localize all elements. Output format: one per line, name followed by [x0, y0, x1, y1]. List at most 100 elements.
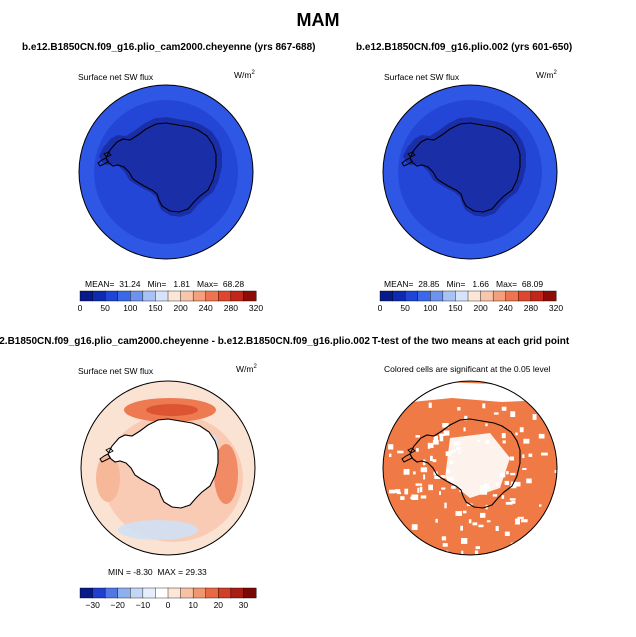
panel-2-colorbar-tick-2: 100	[423, 303, 437, 313]
panel-4-nonsig-cell	[404, 488, 409, 495]
panel-3-west-band	[96, 454, 120, 502]
panel-2-mean: 28.85	[418, 279, 440, 289]
panel-3-colorbar-swatch-4	[130, 587, 144, 599]
panel-3-peninsula-outline	[99, 453, 111, 463]
panel-3-colorbar-swatch-11	[218, 587, 232, 599]
panel-4-nonsig-cell	[472, 522, 478, 526]
panel-1-colorbar-ticklabels: 0 50 100 150 200 240 280 320	[78, 303, 264, 313]
panel-4-nonsig-cell	[502, 440, 506, 444]
panel-4-nonsig-cell	[457, 407, 461, 411]
panel-3-max: 29.33	[185, 567, 207, 577]
panel-1-colorbar-swatch-10	[205, 290, 219, 302]
panel-2-title: b.e12.B1850CN.f09_g16.plio.002 (yrs 601-…	[356, 42, 573, 53]
panel-4-nonsig-cell	[413, 471, 416, 475]
panel-2-colorbar-tick-3: 150	[448, 303, 462, 313]
panel-4-nonsig-cell	[538, 433, 545, 439]
panel-2-mean-label: MEAN=	[384, 279, 414, 289]
panel-3-colorbar-swatch-0	[79, 587, 94, 599]
panel-3-neg-patch	[118, 520, 198, 540]
panel-2-coastline	[401, 122, 521, 213]
panel-3-coastline	[99, 418, 219, 509]
panel-2-colorbar-tick-1: 50	[400, 303, 410, 313]
panel-3-colorbar-swatch-2	[104, 587, 119, 599]
panel-1-colorbar-swatch-9	[192, 290, 207, 302]
panel-1-mean-label: MEAN=	[85, 279, 115, 289]
panel-3-min-label: MIN =	[108, 567, 131, 577]
panel-3-units-sup: 2	[253, 364, 257, 371]
panel-4-nonsig-cell	[474, 550, 479, 555]
panel-4-nonsig-cell	[461, 550, 464, 555]
panel-4-nonsig-cell	[515, 481, 521, 487]
panel-4-nonsig-cell	[532, 414, 537, 420]
panel-4-nonsig-cell	[416, 448, 419, 452]
panel-3-stats: MIN = -8.30 MAX = 29.33	[108, 567, 207, 577]
panel-4-nonsig-cell	[423, 474, 426, 480]
panel-4-nonsig-cell	[464, 415, 468, 421]
panel-1-max-label: Max=	[197, 279, 219, 289]
panel-4-nonsig-cell	[442, 543, 448, 547]
panel-4-nonsig-cell	[389, 489, 396, 494]
panel-4-nonsig-cell	[528, 453, 533, 457]
panel-4-nonsig-cell	[510, 411, 516, 417]
page-title: MAM	[296, 10, 340, 30]
panel-4-nonsig-cell	[396, 491, 401, 495]
panel-3-colorbar-tick-6: 30	[239, 600, 249, 610]
panel-4-nonsig-cell	[440, 475, 445, 479]
panel-1-peninsula-outline	[97, 157, 109, 167]
panel-1-max: 68.28	[222, 279, 245, 289]
panel-4-boundary-circle	[382, 380, 558, 556]
panel-4-nonsig-cell	[510, 472, 516, 476]
panel-4-nonsig-cell	[435, 518, 438, 523]
panel-1-map	[78, 84, 254, 260]
panel-3-colorbar-swatch-1	[92, 587, 106, 599]
panel-3-colorbar-tick-2: −10	[136, 600, 151, 610]
panel-4-nonsig-cell	[519, 427, 524, 433]
panel-4-nonsig-cell	[389, 453, 392, 457]
panel-4-nonsig-cell	[509, 456, 514, 461]
panel-2-colorbar-swatch-5	[442, 290, 456, 302]
panel-4-nonsig-cell	[504, 480, 510, 485]
panel-2-field	[383, 85, 557, 259]
panel-1-min-label: Min=	[147, 279, 167, 289]
panel-3-colorbar-tick-4: 10	[188, 600, 198, 610]
panel-1-colorbar: 0 50 100 150 200 240 280 320	[78, 290, 263, 313]
panel-3-colorbar-swatch-7	[167, 587, 182, 599]
panel-4-nonsig-cell	[420, 495, 427, 499]
panel-1-min: 1.81	[173, 279, 190, 289]
panel-4-nonsig-cell	[411, 524, 418, 530]
panel-2-colorbar-swatch-9	[492, 290, 507, 302]
panel-1-mean: 31.24	[119, 279, 141, 289]
panel-3-colorbar-swatch-9	[192, 587, 207, 599]
panel-3-colorbar-swatch-6	[155, 587, 169, 599]
panel-3-boundary-circle	[80, 380, 256, 556]
panel-4-nonsig-cell	[504, 531, 510, 536]
panel-4-nonsig-cell	[505, 501, 513, 505]
panel-2-interior	[402, 117, 526, 217]
panel-4-nonsig-cell	[515, 432, 518, 436]
panel-4-coastline	[401, 418, 521, 509]
panel-3-colorbar-swatch-8	[180, 587, 194, 599]
panel-3-units-text: W/m	[236, 364, 254, 374]
panel-4-nonsig-cell	[511, 500, 516, 504]
panel-2-colorbar-swatch-7	[467, 290, 482, 302]
panel-4-nonsig-cell	[501, 406, 507, 411]
panel-1-stats: MEAN= 31.24 Min= 1.81 Max= 68.28	[85, 279, 244, 289]
panel-3-peak-band	[146, 404, 198, 416]
panel-1-units-sup: 2	[251, 70, 255, 77]
panel-1-colorbar-tick-0: 0	[78, 303, 83, 313]
panel-2-peninsula-outline	[401, 157, 413, 167]
panel-4-nonsig-cell	[462, 510, 467, 514]
panel-4-nonsig-cell	[443, 430, 450, 436]
panel-2-max: 68.09	[521, 279, 544, 289]
panel-4-nonsig-cell	[460, 525, 463, 531]
panel-1-colorbar-swatch-1	[92, 290, 106, 302]
panel-1-colorbar-swatch-6	[155, 290, 169, 302]
panel-4-nonsig-cell	[541, 452, 548, 456]
panel-1-colorbar-tick-1: 50	[100, 303, 110, 313]
panel-2-boundary-circle	[382, 84, 558, 260]
panel-4-antarctica-outline	[409, 418, 521, 509]
panel-2-colorbar-tick-0: 0	[378, 303, 383, 313]
panel-4-nonsig-cell	[482, 403, 486, 409]
panel-1-colorbar-tick-2: 100	[123, 303, 137, 313]
panel-4-nonsig-cell	[521, 519, 528, 523]
